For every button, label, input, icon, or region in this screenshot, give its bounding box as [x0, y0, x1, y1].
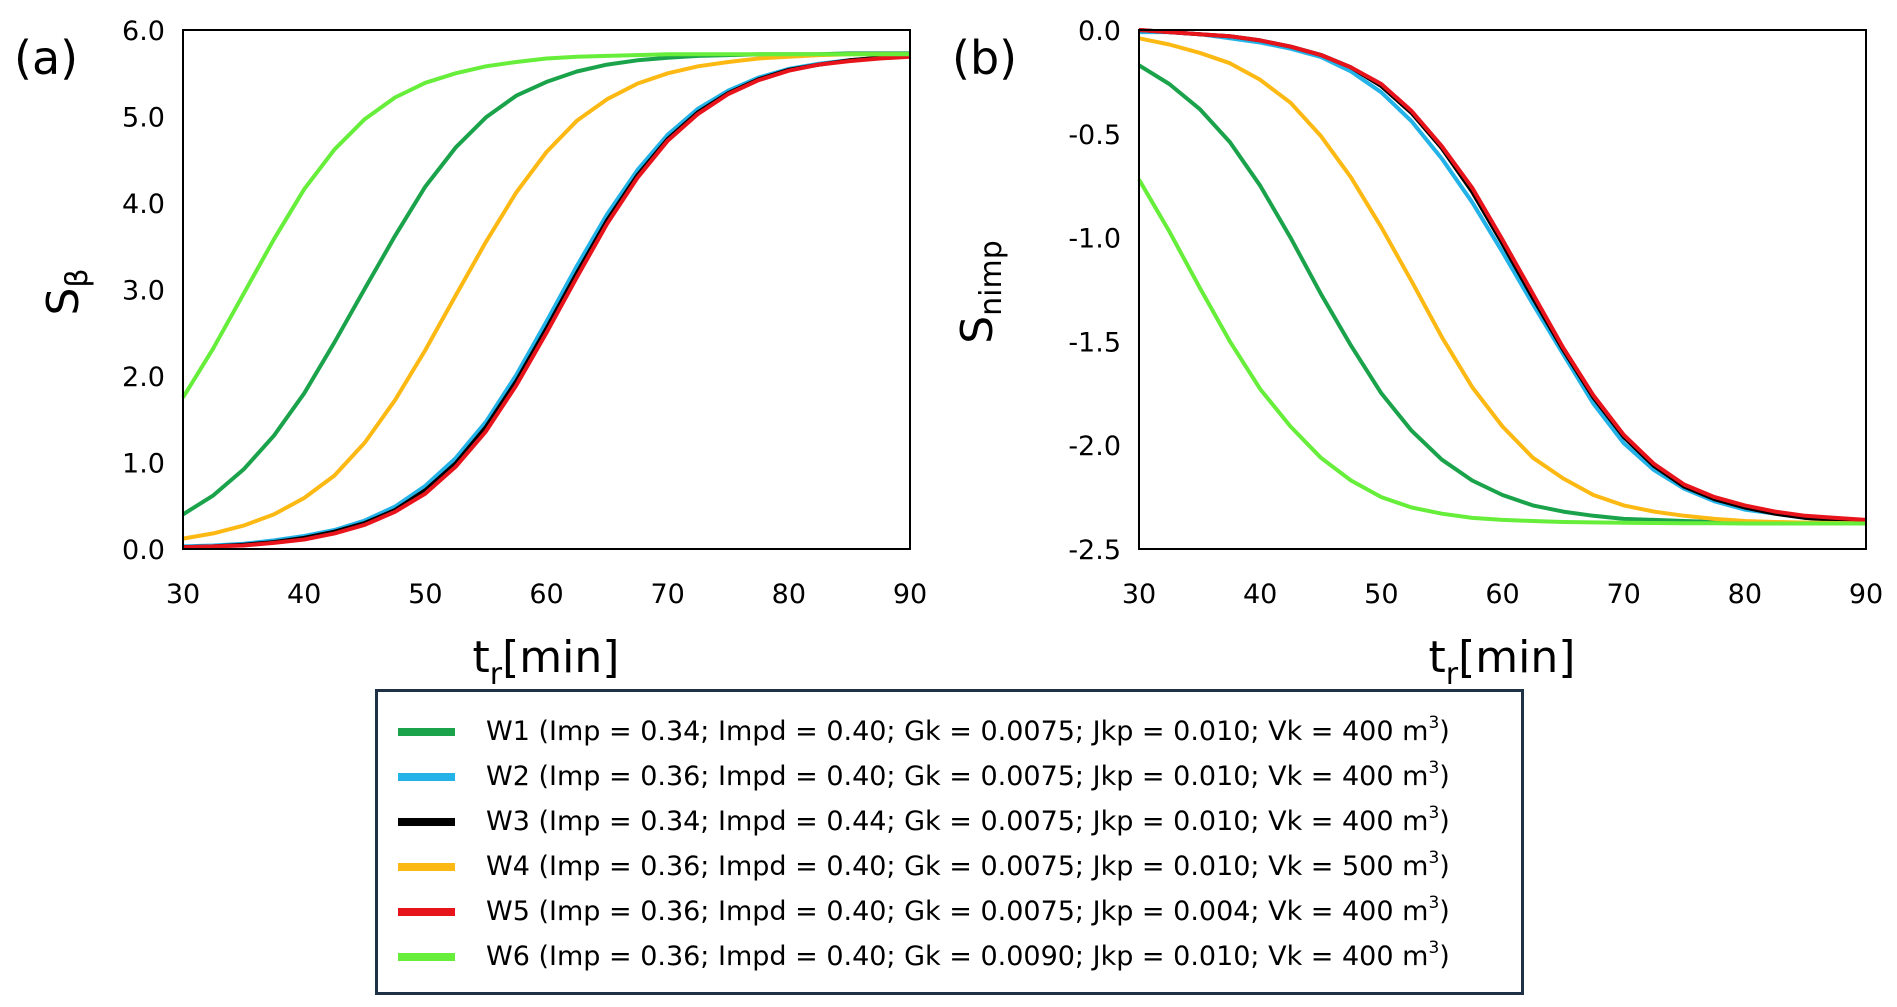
panel-b-y-tick-label: -0.5: [1068, 120, 1121, 151]
panel-a-x-tick-label: 40: [287, 579, 321, 610]
panel-a-y-tick-label: 2.0: [122, 362, 165, 393]
panel-a-label: (a): [14, 31, 78, 85]
panel-a-series-w4: [182, 52, 910, 541]
legend-text-w6: W6 (Imp = 0.36; Impd = 0.40; Gk = 0.0090…: [486, 938, 1450, 972]
legend-swatch-w5: [398, 908, 455, 916]
panel-a-x-axis-label: tr[min]: [473, 632, 620, 692]
panel-a-y-axis-label: Sβ: [38, 268, 95, 315]
panel-b-label: (b): [952, 31, 1017, 85]
panel-a-y-tick-label: 3.0: [122, 276, 165, 307]
panel-b-x-tick-labels: 30 40 50 60 70 80 90: [1122, 579, 1883, 610]
panel-b-series-w6: [1137, 178, 1866, 526]
panel-a-series-w6: [181, 52, 910, 399]
panel-b-plot-frame: [1138, 29, 1867, 550]
legend: W1 (Imp = 0.34; Impd = 0.40; Gk = 0.0075…: [375, 689, 1524, 995]
panel-b-series-group: [1137, 28, 1867, 526]
panel-a-x-tick-label: 90: [893, 579, 927, 610]
legend-text-w5: W5 (Imp = 0.36; Impd = 0.40; Gk = 0.0075…: [486, 893, 1450, 927]
panel-b-y-tick-label: -2.0: [1068, 431, 1121, 462]
legend-swatch-w4: [398, 863, 455, 871]
panel-b-y-tick-labels: 0.0 -0.5 -1.0 -1.5 -2.0 -2.5: [1068, 16, 1121, 566]
panel-a-x-tick-label: 80: [772, 579, 806, 610]
panel-b-x-axis-label: tr[min]: [1429, 632, 1576, 692]
panel-b-series-w1: [1137, 63, 1866, 525]
panel-a-y-tick-label: 4.0: [122, 189, 165, 220]
panel-a-x-tick-label: 60: [529, 579, 563, 610]
panel-a-series-w5: [182, 54, 911, 550]
panel-a-x-tick-label: 50: [408, 579, 442, 610]
legend-swatch-w6: [398, 953, 455, 961]
panel-a-series-w3: [182, 53, 911, 550]
panel-b-y-tick-label: 0.0: [1078, 16, 1121, 47]
panel-b-x-tick-label: 60: [1485, 579, 1519, 610]
panel-b-x-tick-label: 30: [1122, 579, 1156, 610]
panel-a-series-w1: [181, 51, 910, 517]
panel-b-x-tick-label: 80: [1728, 579, 1762, 610]
panel-b-x-tick-label: 70: [1606, 579, 1640, 610]
legend-swatch-w1: [398, 728, 455, 736]
legend-text-w4: W4 (Imp = 0.36; Impd = 0.40; Gk = 0.0075…: [486, 848, 1450, 882]
panel-a-y-tick-label: 5.0: [122, 103, 165, 134]
panel-b-x-tick-label: 40: [1243, 579, 1277, 610]
panel-a-x-tick-labels: 30 40 50 60 70 80 90: [166, 579, 927, 610]
panel-a-y-tick-label: 1.0: [122, 449, 165, 480]
panel-b-series-w5: [1138, 28, 1867, 522]
legend-swatch-w3: [398, 818, 455, 826]
legend-swatch-w2: [398, 773, 455, 781]
panel-b-y-tick-label: -2.5: [1068, 535, 1121, 566]
panel-a-y-tick-label: 0.0: [122, 535, 165, 566]
panel-a-x-tick-label: 30: [166, 579, 200, 610]
panel-b-y-tick-label: -1.0: [1068, 224, 1121, 255]
panel-b-y-tick-label: -1.5: [1068, 327, 1121, 358]
panel-b-series-w4: [1138, 36, 1867, 526]
panel-a-y-tick-label: 6.0: [122, 16, 165, 47]
panel-a: (a) 30 40 50 60 70 80 90 0.0 1.0 2.0 3.0 4.0 5.0 6.0…: [14, 16, 927, 692]
panel-b-x-tick-label: 50: [1364, 579, 1398, 610]
panel-a-plot-frame: [182, 29, 911, 550]
legend-text-w3: W3 (Imp = 0.34; Impd = 0.44; Gk = 0.0075…: [486, 803, 1450, 837]
panel-a-series-group: [181, 51, 911, 550]
panel-b-series-w2: [1139, 30, 1867, 524]
panel-b-y-axis-label: Snimp: [952, 240, 1009, 344]
panel-b: (b) 30 40 50 60 70 80 90 0.0 -0.5 -1.0 -1.5 -2.0 -2…: [952, 16, 1883, 692]
panel-a-x-tick-label: 70: [650, 579, 684, 610]
legend-text-w2: W2 (Imp = 0.36; Impd = 0.40; Gk = 0.0075…: [486, 758, 1450, 792]
panel-a-y-tick-labels: 0.0 1.0 2.0 3.0 4.0 5.0 6.0: [122, 16, 165, 566]
legend-text-w1: W1 (Imp = 0.34; Impd = 0.40; Gk = 0.0075…: [486, 713, 1450, 747]
panel-b-series-w3: [1138, 28, 1867, 524]
panel-b-x-tick-label: 90: [1849, 579, 1883, 610]
panel-a-series-w2: [182, 53, 911, 549]
